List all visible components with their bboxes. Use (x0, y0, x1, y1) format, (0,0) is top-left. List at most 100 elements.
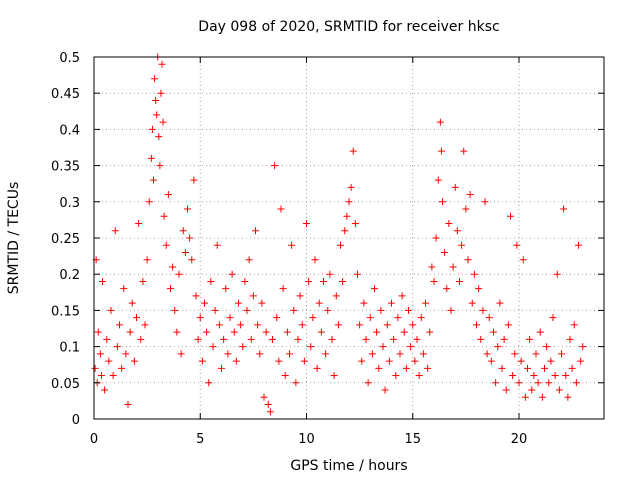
data-point (534, 379, 542, 387)
data-point (113, 343, 121, 351)
data-point (568, 364, 576, 372)
data-point (447, 306, 455, 314)
chart-title: Day 098 of 2020, SRMTID for receiver hks… (198, 19, 499, 35)
data-point (298, 321, 306, 329)
data-point (564, 393, 572, 401)
data-point (271, 162, 279, 170)
data-point (330, 372, 338, 380)
data-point (460, 147, 468, 155)
data-point (528, 386, 536, 394)
data-point (519, 256, 527, 264)
y-tick-label: 0.05 (51, 377, 80, 392)
data-point (466, 191, 474, 199)
data-point (239, 343, 247, 351)
data-point (148, 125, 156, 133)
y-tick-label: 0.2 (59, 268, 80, 283)
data-point (558, 350, 565, 358)
y-tick-label: 0.3 (59, 196, 80, 211)
data-point (133, 314, 140, 322)
data-point (332, 292, 340, 300)
data-point (479, 306, 487, 314)
data-point (213, 241, 221, 249)
data-point (409, 321, 417, 329)
data-point (328, 335, 336, 343)
data-point (509, 372, 517, 380)
data-point (97, 372, 105, 380)
data-point (417, 314, 425, 322)
data-point (103, 335, 111, 343)
data-point (513, 241, 521, 249)
data-point (156, 162, 164, 170)
data-point (432, 234, 440, 242)
data-point (475, 285, 483, 293)
data-point (521, 393, 529, 401)
data-point (288, 241, 296, 249)
data-point (150, 176, 157, 184)
data-point (258, 299, 266, 307)
data-point (377, 306, 385, 314)
data-point (313, 364, 321, 372)
data-point (347, 183, 355, 191)
data-point (143, 256, 151, 264)
data-point (517, 357, 525, 365)
data-point (181, 248, 189, 256)
data-point (256, 350, 264, 358)
data-point (99, 277, 106, 285)
data-point (128, 299, 136, 307)
data-point (235, 299, 242, 307)
data-point (162, 241, 170, 249)
data-point (470, 270, 478, 278)
data-point (277, 205, 285, 213)
data-point (490, 328, 497, 336)
data-point (147, 154, 155, 162)
data-point (345, 198, 353, 206)
data-point (160, 212, 168, 220)
data-point (371, 285, 378, 293)
data-point (207, 277, 215, 285)
data-point (116, 321, 123, 329)
data-point (152, 96, 160, 104)
data-point (511, 350, 519, 358)
y-tick-label: 0.1 (59, 341, 80, 356)
data-point (241, 277, 249, 285)
data-point (205, 379, 213, 387)
data-point (422, 299, 429, 307)
data-point (392, 372, 400, 380)
data-point (400, 328, 408, 336)
data-point (157, 89, 165, 97)
data-point (443, 285, 451, 293)
data-point (373, 328, 381, 336)
data-point (524, 364, 531, 372)
data-point (570, 321, 578, 329)
x-tick-label: 0 (90, 432, 98, 447)
data-point (137, 335, 145, 343)
data-point (502, 386, 510, 394)
y-tick-label: 0.15 (51, 304, 80, 319)
data-point (426, 328, 434, 336)
y-axis-label: SRMTID / TECUs (6, 182, 22, 295)
data-point (188, 256, 196, 264)
data-point (315, 299, 323, 307)
data-point (260, 393, 268, 401)
data-point (184, 205, 191, 213)
data-point (492, 379, 500, 387)
data-point (300, 357, 308, 365)
data-point (171, 306, 179, 314)
data-point (458, 241, 466, 249)
data-point (281, 372, 289, 380)
y-tick-label: 0.45 (51, 87, 80, 102)
data-point (262, 328, 270, 336)
data-point (547, 357, 555, 365)
data-point (130, 357, 138, 365)
data-point (311, 256, 319, 264)
data-point (175, 270, 183, 278)
data-point (572, 379, 580, 387)
data-point (249, 292, 257, 300)
data-point (566, 335, 574, 343)
data-point (388, 299, 395, 307)
data-point (279, 285, 287, 293)
data-point (322, 350, 330, 358)
data-point (334, 321, 342, 329)
data-point (549, 314, 557, 322)
